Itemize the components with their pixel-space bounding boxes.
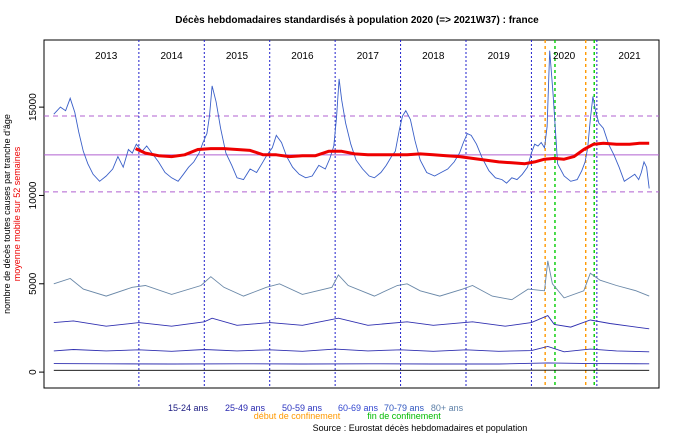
y-tick-label: 10000 xyxy=(28,181,39,209)
y-tick-label: 0 xyxy=(28,369,39,375)
year-label: 2013 xyxy=(95,51,118,62)
year-label: 2015 xyxy=(226,51,249,62)
y-tick-label: 15000 xyxy=(28,93,39,121)
year-label: 2014 xyxy=(160,51,183,62)
legend-item: 50-59 ans xyxy=(282,403,323,413)
y-axis-label: nombre de décès toutes causes par tranch… xyxy=(2,114,12,314)
moving-average-series xyxy=(134,141,650,166)
y-tick-label: 5000 xyxy=(28,272,39,295)
year-separators xyxy=(138,40,598,388)
year-label: 2021 xyxy=(618,51,641,62)
chart-title: Décès hebdomadaires standardisés à popul… xyxy=(175,15,539,26)
age-group-series xyxy=(53,260,650,371)
y-axis-ticks: 0 5000 10000 15000 xyxy=(28,93,44,375)
legend-item: 15-24 ans xyxy=(168,403,209,413)
legend-confinement: début de confinement fin de confinement xyxy=(254,411,442,421)
plot-frame xyxy=(43,39,660,389)
year-label: 2017 xyxy=(357,51,380,62)
legend-item: 80+ ans xyxy=(431,403,464,413)
series-line-80-ans xyxy=(53,260,650,301)
confinement-lines xyxy=(544,40,595,388)
series-line-60-69-ans xyxy=(53,346,650,353)
year-label: 2016 xyxy=(291,51,314,62)
legend-item: 25-49 ans xyxy=(225,403,266,413)
year-labels: 2013 2014 2015 2016 2017 2018 2019 2020 2021 xyxy=(95,51,641,62)
source-note: Source : Eurostat décès hebdomadaires et… xyxy=(313,423,528,433)
legend-item: début de confinement xyxy=(254,411,341,421)
year-label: 2020 xyxy=(553,51,576,62)
legend-item: 70-79 ans xyxy=(384,403,425,413)
total-series xyxy=(53,50,650,189)
series-line-50-59-ans xyxy=(53,362,650,365)
legend-item: fin de confinement xyxy=(367,411,441,421)
total-line xyxy=(53,50,650,189)
year-label: 2018 xyxy=(422,51,445,62)
year-label: 2019 xyxy=(488,51,511,62)
moving-average-line xyxy=(134,141,650,166)
legend-age-groups: 15-24 ans 25-49 ans 50-59 ans 60-69 ans 70-7… xyxy=(168,403,464,413)
legend-item: 60-69 ans xyxy=(338,403,379,413)
y-axis-label-secondary: moyenne mobile sur 52 semaines xyxy=(12,146,22,281)
series-line-70-79-ans xyxy=(53,315,650,330)
